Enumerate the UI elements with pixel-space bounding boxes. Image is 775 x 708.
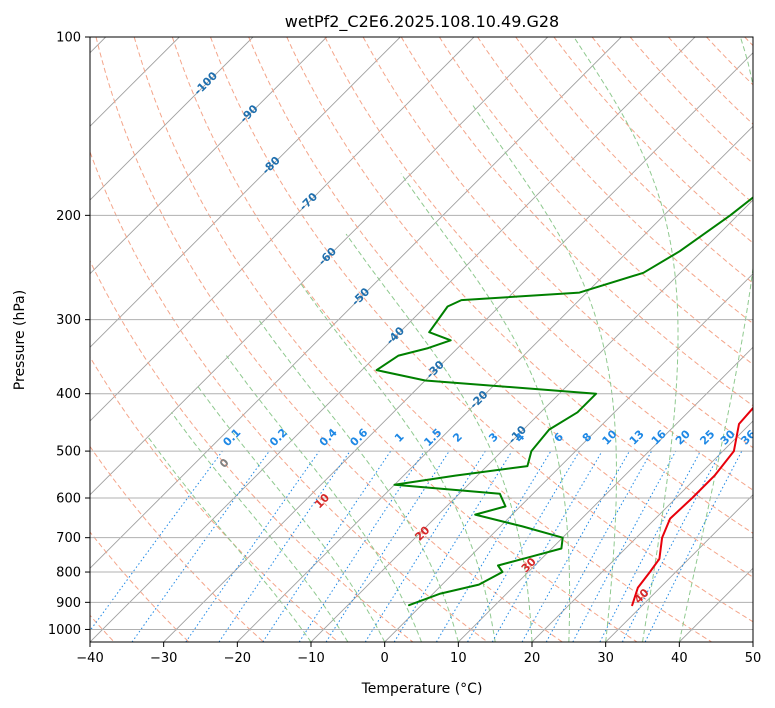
dry-adiabat-line bbox=[286, 37, 753, 534]
moist-adiabat-line bbox=[345, 233, 533, 642]
isotherm-line bbox=[90, 37, 328, 275]
y-tick-label: 500 bbox=[56, 445, 81, 460]
isotherm-line bbox=[605, 494, 753, 642]
isotherm-line bbox=[90, 37, 254, 201]
mixing-ratio-line bbox=[90, 450, 223, 632]
mixing-ratio-line bbox=[545, 450, 653, 642]
dry-adiabat-line bbox=[515, 37, 753, 284]
dry-adiabat-line bbox=[90, 445, 264, 642]
pressure-gridlines bbox=[90, 37, 753, 630]
chart-title: wetPf2_C2E6.2025.108.10.49.G28 bbox=[285, 12, 559, 32]
dry-adiabat-line bbox=[95, 37, 563, 642]
y-tick-label: 100 bbox=[56, 31, 81, 46]
moist-adiabat-line bbox=[400, 173, 571, 642]
x-tick-label: 0 bbox=[381, 651, 389, 666]
dewpoint-profile bbox=[375, 196, 753, 607]
dry-adiabat-line bbox=[171, 37, 712, 642]
moist-adiabat-line bbox=[471, 104, 617, 642]
x-tick-label: −20 bbox=[224, 651, 251, 666]
dry-adiabat-line bbox=[133, 37, 638, 642]
y-tick-label: 900 bbox=[56, 596, 81, 611]
dry-adiabat-line bbox=[400, 37, 753, 407]
isotherm-line bbox=[457, 346, 753, 642]
mixing-ratio-line bbox=[572, 450, 677, 642]
y-tick-label: 200 bbox=[56, 209, 81, 224]
x-axis-label: Temperature (°C) bbox=[361, 681, 483, 697]
isotherm-line bbox=[163, 52, 753, 642]
isotherm-line bbox=[90, 37, 475, 422]
y-tick-label: 600 bbox=[56, 492, 81, 507]
x-tick-label: 50 bbox=[745, 651, 762, 666]
moist-adiabat-line bbox=[258, 319, 459, 642]
mixing-ratio-line bbox=[644, 450, 743, 642]
isotherm-line bbox=[531, 420, 753, 642]
mixing-ratio-line bbox=[325, 450, 450, 642]
dry-adiabat-line bbox=[248, 37, 753, 578]
x-tick-label: 20 bbox=[524, 651, 541, 666]
y-axis-label: Pressure (hPa) bbox=[12, 290, 28, 390]
mixing-ratio-line bbox=[185, 450, 320, 642]
dry-adiabat-line bbox=[90, 356, 339, 642]
x-tick-label: −10 bbox=[297, 651, 324, 666]
isotherm-line bbox=[90, 37, 696, 642]
moist-adiabat-line bbox=[225, 355, 422, 642]
plot-frame bbox=[89, 36, 754, 643]
profiles bbox=[375, 196, 753, 607]
mixing-ratio-line bbox=[298, 450, 425, 642]
x-tick-label: 40 bbox=[671, 651, 688, 666]
temperature-profile bbox=[631, 406, 753, 607]
mixing-ratio-line bbox=[393, 450, 513, 642]
moist-adiabat-line bbox=[146, 434, 312, 642]
y-tick-label: 700 bbox=[56, 531, 81, 546]
moist-adiabat-line bbox=[299, 282, 496, 642]
x-tick-label: 10 bbox=[450, 651, 467, 666]
x-tick-label: −30 bbox=[150, 651, 177, 666]
moist-adiabat-line bbox=[170, 412, 349, 642]
x-axis: −40 −30 −20 −10 0 10 20 30 40 50 bbox=[76, 642, 761, 666]
dry-adiabat-line bbox=[324, 37, 753, 491]
y-axis: 100 200 300 400 500 600 700 800 900 1000 bbox=[48, 31, 90, 638]
background-lines bbox=[90, 37, 753, 642]
dry-adiabat-line bbox=[210, 37, 753, 623]
mixing-ratio-line bbox=[521, 450, 630, 642]
mixing-ratio-line bbox=[131, 450, 270, 642]
moist-adiabat-line bbox=[678, 37, 753, 642]
isotherm-line bbox=[384, 273, 753, 642]
mixing-ratio-line bbox=[218, 450, 351, 642]
isotherm-line bbox=[90, 37, 549, 496]
y-tick-label: 800 bbox=[56, 566, 81, 581]
x-tick-label: −40 bbox=[76, 651, 103, 666]
dry-adiabat-line bbox=[90, 259, 414, 642]
mixing-ratio-line bbox=[262, 450, 392, 642]
y-tick-label: 400 bbox=[56, 387, 81, 402]
isotherm-line bbox=[90, 37, 622, 569]
y-tick-label: 300 bbox=[56, 313, 81, 328]
moist-adiabat-line bbox=[195, 383, 386, 642]
isotherm-line bbox=[90, 37, 401, 348]
dry-adiabat-line bbox=[477, 37, 753, 325]
moist-adiabat-line bbox=[573, 37, 679, 642]
dry-adiabat-line bbox=[438, 37, 753, 366]
y-tick-label: 1000 bbox=[48, 623, 81, 638]
x-tick-label: 30 bbox=[597, 651, 614, 666]
dry-adiabat-line bbox=[90, 150, 488, 642]
dry-adiabat-line bbox=[90, 531, 190, 642]
dry-adiabat-line bbox=[362, 37, 753, 449]
isotherm-line bbox=[236, 125, 753, 642]
